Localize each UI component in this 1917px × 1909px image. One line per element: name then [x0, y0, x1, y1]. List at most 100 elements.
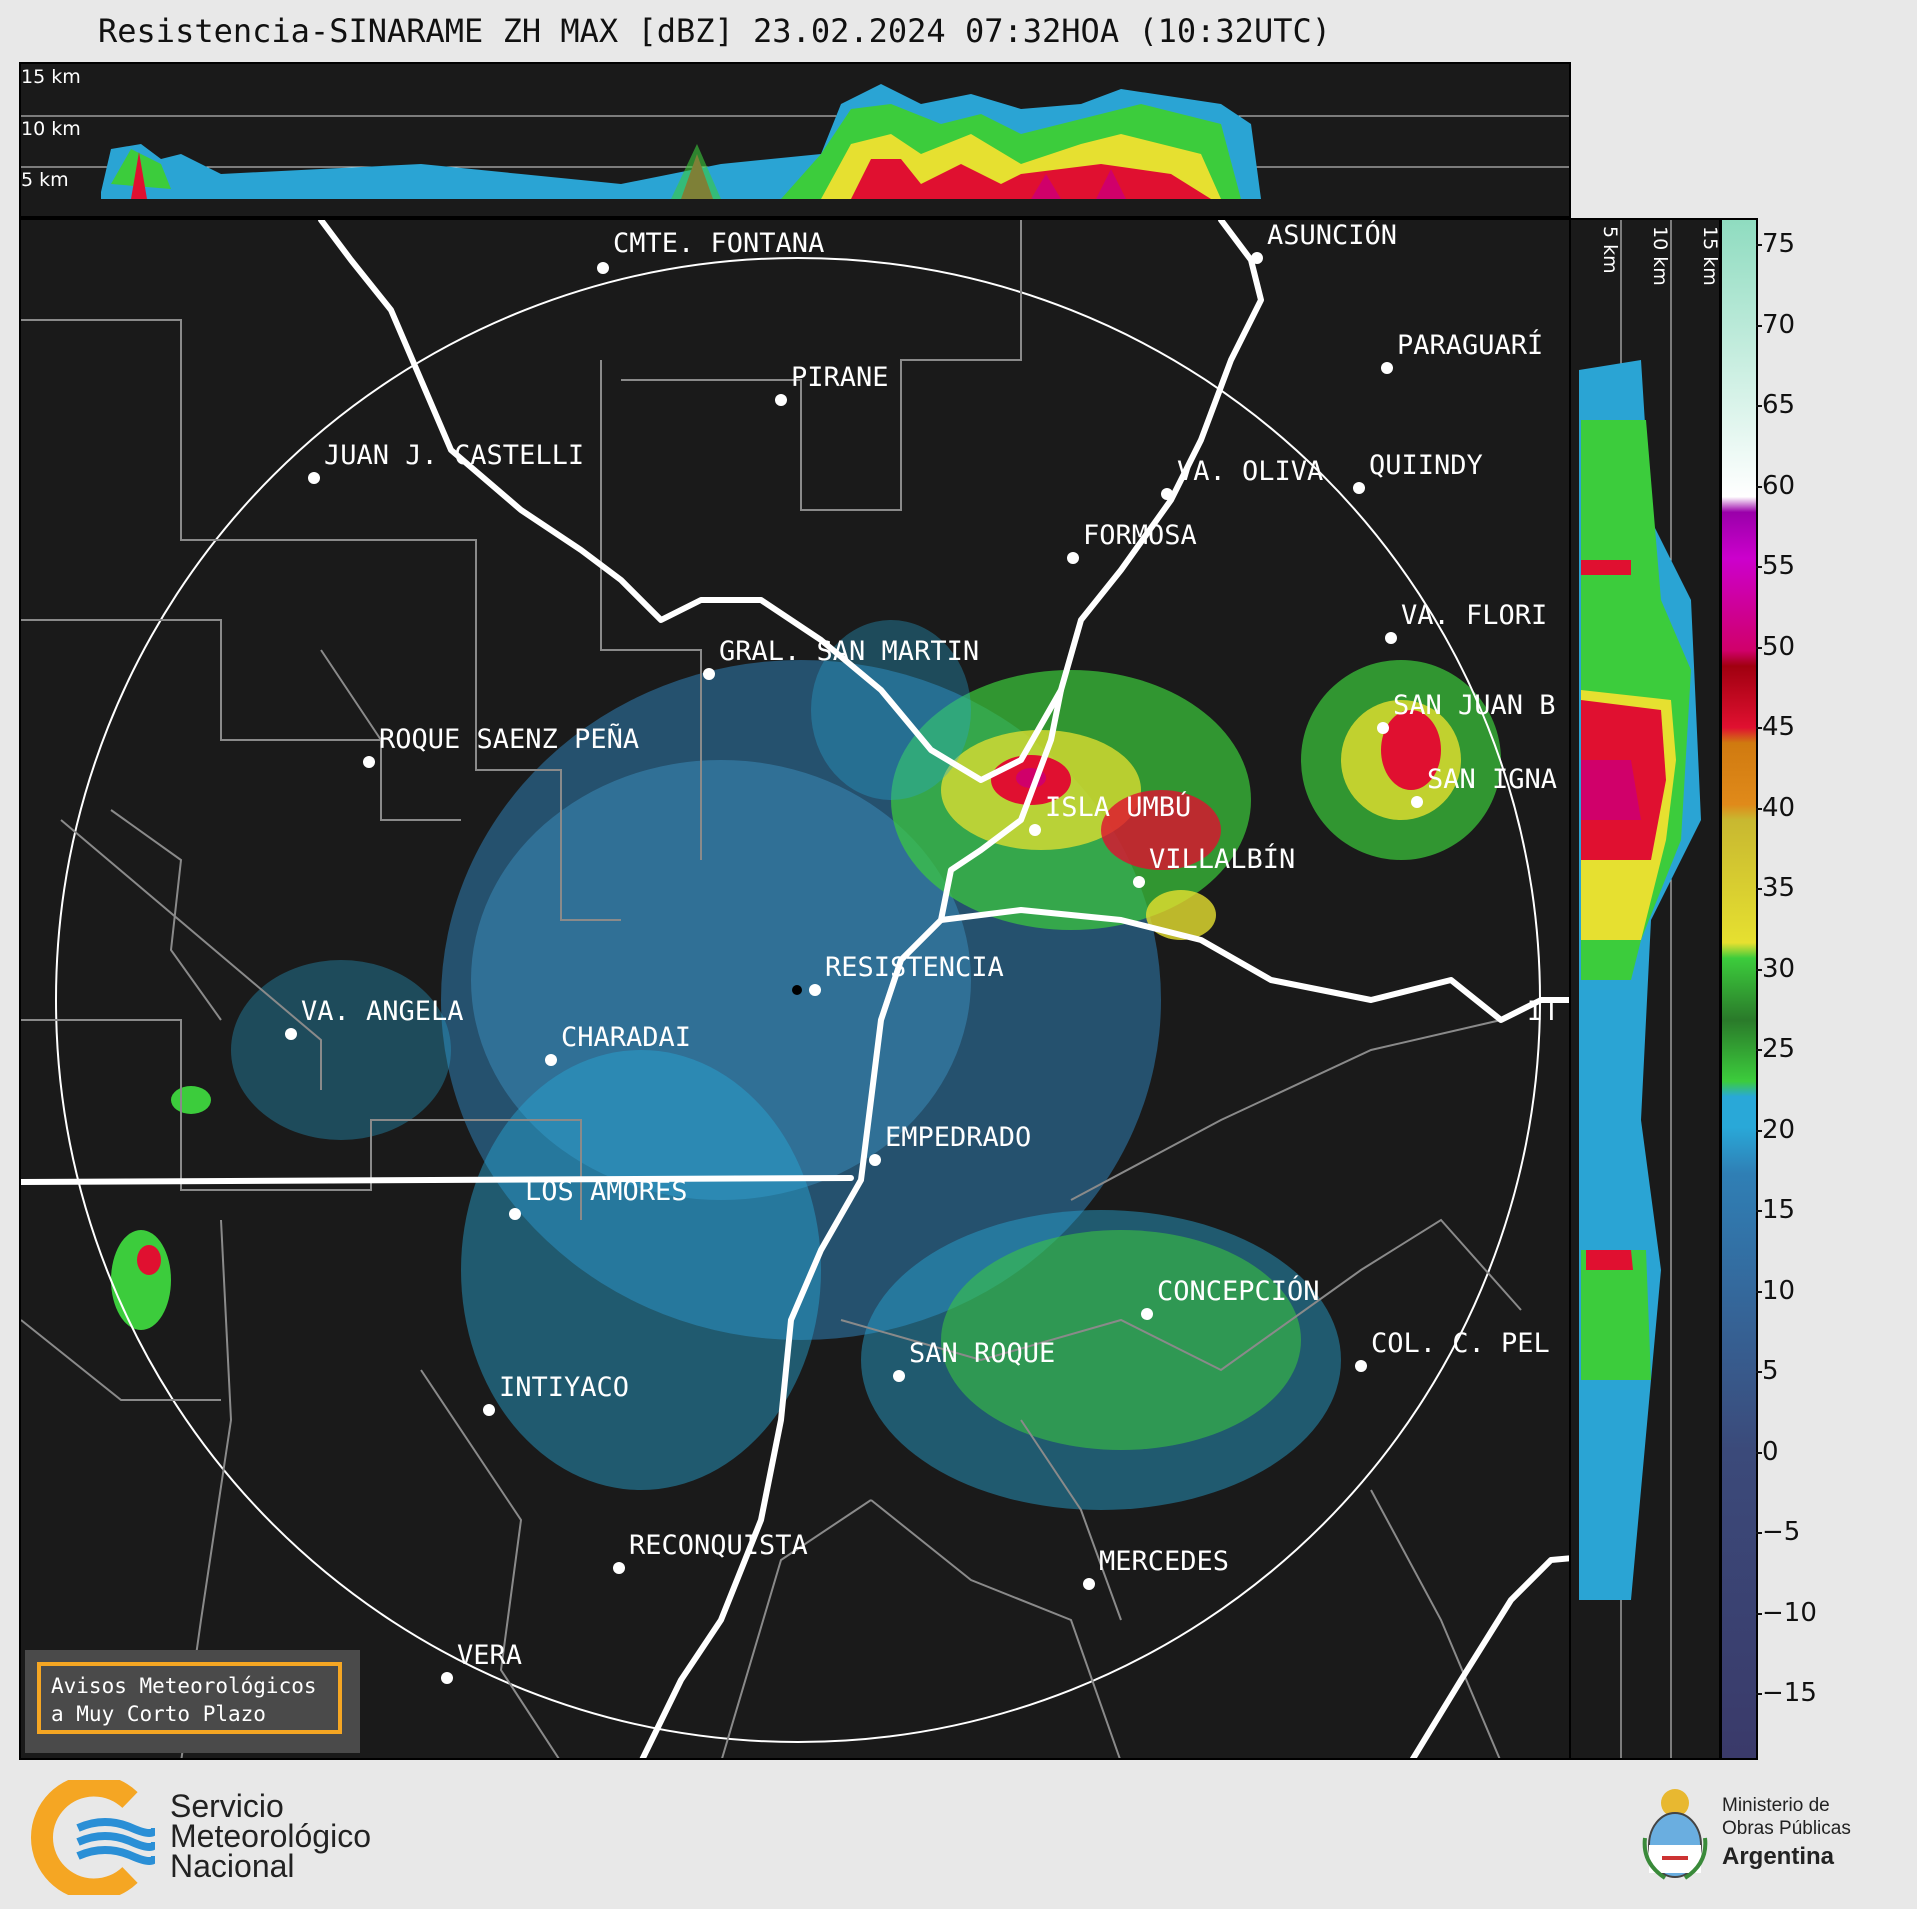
top-label-5km: 5 km: [21, 169, 69, 191]
side-label-5km: 5 km: [1599, 226, 1621, 274]
side-label-10km: 10 km: [1649, 226, 1671, 286]
colorbar-tick: 30: [1755, 953, 1796, 984]
city-dot: [1141, 1308, 1153, 1320]
city-label-roque-saenz-pena: ROQUE SAENZ PEÑA: [379, 724, 640, 755]
city-label-va-flori: VA. FLORI: [1401, 600, 1548, 631]
city-dot: [1067, 552, 1079, 564]
colorbar-tick: −10: [1756, 1597, 1817, 1628]
city-dot: [509, 1208, 521, 1220]
dbz-colorbar: [1720, 218, 1758, 1760]
city-label-va-oliva: VA. OLIVA: [1177, 456, 1324, 487]
city-dot: [1385, 632, 1397, 644]
city-label-quiindy: QUIINDY: [1369, 450, 1483, 481]
colorbar-tick: 45: [1755, 712, 1796, 742]
smn-line2: Meteorológico: [170, 1818, 371, 1854]
radar-echoes: [111, 620, 1501, 1510]
city-label-paraguari: PARAGUARÍ: [1397, 330, 1544, 361]
city-label-reconquista: RECONQUISTA: [629, 1530, 808, 1561]
smn-logo: [31, 1780, 155, 1895]
city-label-san-roque: SAN ROQUE: [909, 1338, 1056, 1369]
argentina-coat-of-arms: [1642, 1789, 1708, 1880]
top-height-profile: 15 km 10 km 5 km: [19, 62, 1571, 218]
city-dot: [893, 1370, 905, 1382]
colorbar-tick: 55: [1755, 551, 1796, 581]
chart-title: Resistencia-SINARAME ZH MAX [dBZ] 23.02.…: [98, 12, 1331, 50]
radar-map: CMTE. FONTANA ASUNCIÓN PARAGUARÍ PIRANE …: [19, 218, 1571, 1760]
top-profile-svg: [21, 84, 1569, 199]
colorbar-tick: 5: [1756, 1356, 1779, 1386]
city-dot: [545, 1054, 557, 1066]
city-dot: [483, 1404, 495, 1416]
city-label-pirane: PIRANE: [791, 362, 889, 393]
city-label-charadai: CHARADAI: [561, 1022, 692, 1053]
rivers: [21, 220, 1569, 1758]
avisos-box: Avisos Meteorológicos a Muy Corto Plazo: [37, 1662, 342, 1734]
city-label-col-c-pel: COL. C. PEL: [1371, 1328, 1550, 1359]
ministerio-line3: Argentina: [1722, 1843, 1835, 1870]
colorbar-tick: 50: [1755, 631, 1796, 662]
city-label-mercedes: MERCEDES: [1099, 1546, 1230, 1577]
map-svg: [21, 220, 1569, 1758]
radar-site: [792, 985, 802, 995]
city-label-intiyaco: INTIYACO: [499, 1372, 630, 1403]
city-label-san-juan-b: SAN JUAN B: [1393, 690, 1556, 721]
city-label-los-amores: LOS AMORES: [525, 1176, 688, 1207]
avisos-line1: Avisos Meteorológicos: [51, 1674, 317, 1698]
city-dot: [1161, 488, 1173, 500]
city-dot: [308, 472, 320, 484]
city-label-juan-j-castelli: JUAN J. CASTELLI: [324, 440, 585, 471]
city-label-vera: VERA: [457, 1640, 523, 1671]
city-dot: [703, 668, 715, 680]
city-label-cmte-fontana: CMTE. FONTANA: [613, 228, 825, 259]
city-label-isla-umbu: ISLA UMBÚ: [1045, 792, 1192, 823]
avisos-line2: a Muy Corto Plazo: [51, 1702, 266, 1726]
colorbar-tick: 60: [1755, 470, 1796, 501]
city-label-concepcion: CONCEPCIÓN: [1157, 1276, 1320, 1307]
city-label-resistencia: RESISTENCIA: [825, 952, 1004, 983]
city-dot: [1353, 482, 1365, 494]
city-label-formosa: FORMOSA: [1083, 520, 1197, 551]
admin-boundaries: [21, 220, 1522, 1758]
side-label-15km: 15 km: [1699, 226, 1721, 286]
city-label-it: IT: [1527, 996, 1560, 1027]
city-dot: [1029, 824, 1041, 836]
colorbar-tick: 75: [1755, 229, 1796, 259]
city-dot: [597, 262, 609, 274]
top-profile-echoes: [101, 84, 1261, 199]
colorbar-tick: 20: [1755, 1114, 1796, 1145]
smn-line1: Servicio: [170, 1788, 284, 1824]
avisos-badge: Avisos Meteorológicos a Muy Corto Plazo: [25, 1650, 360, 1753]
city-label-villalbin: VILLALBÍN: [1149, 844, 1296, 875]
city-dot: [809, 984, 821, 996]
smn-line3: Nacional: [170, 1848, 295, 1884]
top-label-15km: 15 km: [21, 66, 81, 88]
city-label-gral-san-martin: GRAL. SAN MARTIN: [719, 636, 980, 667]
city-label-empedrado: EMPEDRADO: [885, 1122, 1032, 1153]
city-dot: [1355, 1360, 1367, 1372]
city-dot: [1377, 722, 1389, 734]
city-dot: [285, 1028, 297, 1040]
top-label-10km: 10 km: [21, 118, 81, 140]
city-dot: [1133, 876, 1145, 888]
colorbar-tick: −5: [1755, 1517, 1801, 1547]
colorbar-tick: 40: [1755, 792, 1796, 823]
colorbar-tick: 0: [1756, 1436, 1779, 1467]
city-dot: [1411, 796, 1423, 808]
city-dot: [775, 394, 787, 406]
side-height-profile: 5 km 10 km 15 km: [1569, 218, 1721, 1760]
colorbar-tick: −15: [1756, 1678, 1817, 1708]
side-profile-echoes: [1579, 360, 1701, 1600]
city-dot: [613, 1562, 625, 1574]
city-dot: [1083, 1578, 1095, 1590]
city-dot: [869, 1154, 881, 1166]
city-label-san-igna: SAN IGNA: [1427, 764, 1558, 795]
ministerio-line2: Obras Públicas: [1722, 1818, 1851, 1839]
ministerio-line1: Ministerio de: [1722, 1795, 1830, 1816]
city-label-va-angela: VA. ANGELA: [301, 996, 464, 1027]
colorbar-tick: 65: [1755, 390, 1796, 420]
city-dot: [1381, 362, 1393, 374]
city-label-asuncion: ASUNCIÓN: [1267, 220, 1398, 251]
colorbar-tick: 15: [1755, 1195, 1796, 1225]
colorbar-tick: 25: [1755, 1034, 1796, 1064]
city-dot: [1251, 252, 1263, 264]
